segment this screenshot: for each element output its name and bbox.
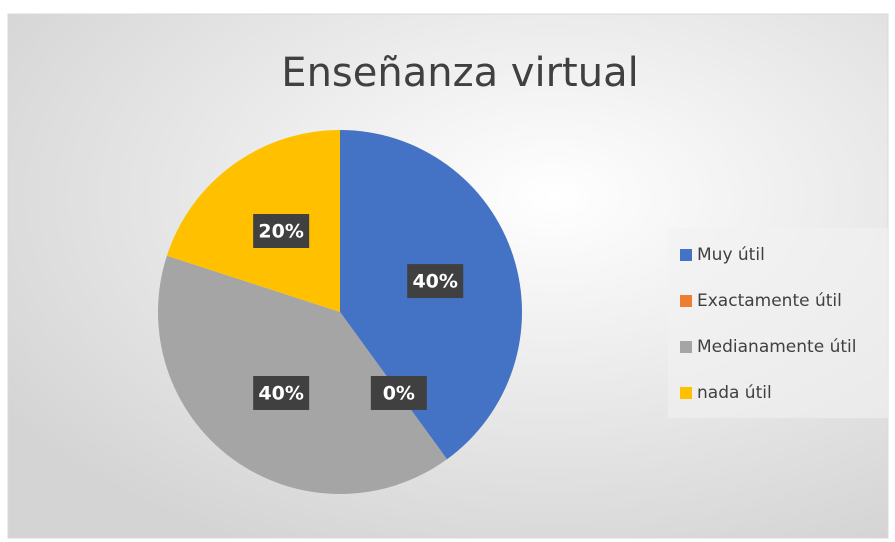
data-label: 0%	[383, 382, 415, 404]
legend-swatch	[680, 341, 692, 353]
data-label: 40%	[258, 382, 303, 404]
legend-swatch	[680, 295, 692, 307]
legend-label: Muy útil	[697, 245, 765, 265]
chart-title: Enseñanza virtual	[281, 50, 638, 96]
legend-label: Exactamente útil	[697, 291, 842, 311]
data-label-box	[253, 214, 310, 249]
data-label-box	[370, 375, 427, 410]
data-label-box	[407, 264, 464, 299]
data-label-box	[253, 375, 310, 410]
legend-swatch	[680, 387, 692, 399]
legend-swatch	[680, 249, 692, 261]
legend-label: nada útil	[697, 383, 772, 403]
legend-box	[668, 228, 888, 418]
pie-slice	[157, 255, 447, 495]
data-label: 20%	[258, 221, 303, 243]
data-label: 40%	[412, 271, 457, 293]
legend-label: Medianamente útil	[697, 337, 856, 357]
